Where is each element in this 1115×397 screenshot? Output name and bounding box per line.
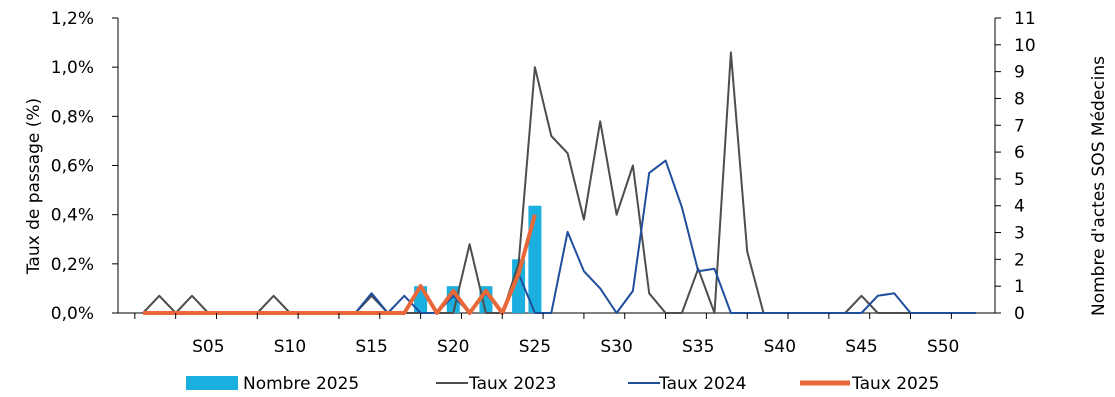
right-tick-label: 1 (1014, 277, 1025, 297)
right-tick-label: 0 (1014, 304, 1025, 324)
right-tick-label: 4 (1014, 197, 1025, 217)
x-tick-label: S30 (600, 337, 632, 357)
x-tick-label: S05 (192, 337, 224, 357)
x-tick-label: S20 (437, 337, 469, 357)
right-tick-label: 5 (1014, 170, 1025, 190)
legend-label: Taux 2023 (468, 374, 557, 394)
right-tick-label: 6 (1014, 143, 1025, 163)
right-tick-label: 9 (1014, 63, 1025, 83)
left-tick-label: 0,6% (51, 157, 94, 177)
line-taux-2024 (143, 159, 976, 314)
legend-label: Nombre 2025 (243, 374, 359, 394)
right-tick-label: 11 (1014, 9, 1036, 29)
right-axis-ticks: 0 1 2 3 4 5 6 7 8 9 10 11 (995, 9, 1036, 324)
right-tick-label: 10 (1014, 36, 1036, 56)
x-tick-label: S50 (927, 337, 959, 357)
series-lines (142, 51, 976, 315)
right-axis-title: Nombre d'actes SOS Médecins (1089, 56, 1109, 316)
x-axis-ticks: S05 S10 S15 S20 S25 S30 S35 S40 S45 S50 (134, 313, 959, 357)
left-tick-label: 0,0% (51, 304, 94, 324)
axes (117, 18, 996, 314)
x-tick-label: S10 (274, 337, 306, 357)
left-axis-title: Taux de passage (%) (24, 98, 44, 275)
right-tick-label: 7 (1014, 116, 1025, 136)
x-tick-label: S45 (845, 337, 877, 357)
x-tick-label: S35 (682, 337, 714, 357)
legend: Nombre 2025 Taux 2023 Taux 2024 Taux 2025 (186, 374, 940, 394)
left-tick-label: 0,4% (51, 206, 94, 226)
x-tick-label: S25 (519, 337, 551, 357)
left-tick-label: 0,8% (51, 107, 94, 127)
right-tick-label: 8 (1014, 89, 1025, 109)
right-tick-label: 3 (1014, 224, 1025, 244)
legend-swatch-bar (186, 376, 238, 390)
x-tick-label: S40 (764, 337, 796, 357)
left-tick-label: 1,0% (51, 58, 94, 78)
legend-label: Taux 2025 (851, 374, 940, 394)
left-axis-ticks: 0,0% 0,2% 0,4% 0,6% 0,8% 1,0% 1,2% (51, 9, 118, 324)
x-tick-label: S15 (355, 337, 387, 357)
line-taux-2025 (143, 214, 537, 315)
left-tick-label: 1,2% (51, 9, 94, 29)
legend-label: Taux 2024 (658, 374, 747, 394)
left-tick-label: 0,2% (51, 255, 94, 275)
right-tick-label: 2 (1014, 250, 1025, 270)
